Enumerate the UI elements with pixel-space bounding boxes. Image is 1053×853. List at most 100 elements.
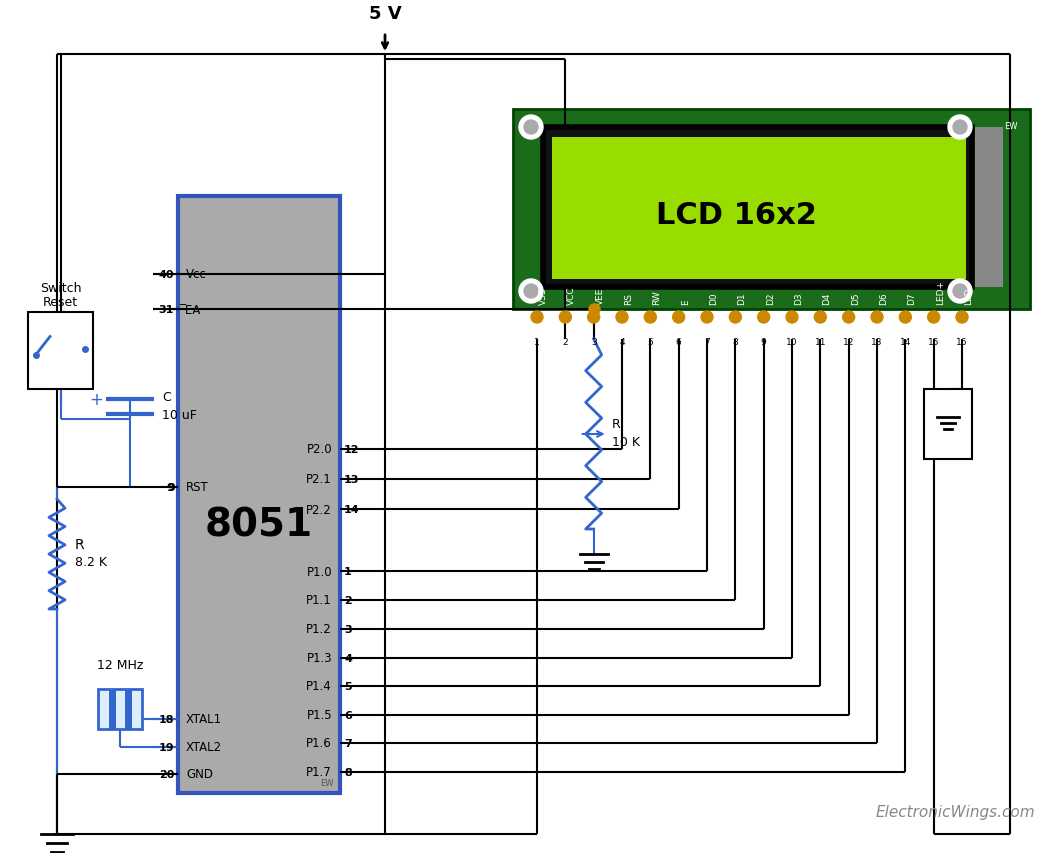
Text: 12 MHz: 12 MHz bbox=[97, 659, 143, 671]
Text: 20: 20 bbox=[159, 769, 174, 779]
Text: 7: 7 bbox=[344, 738, 352, 748]
Text: D0: D0 bbox=[709, 292, 718, 305]
Text: D7: D7 bbox=[908, 292, 916, 305]
Text: 9: 9 bbox=[167, 483, 175, 492]
Text: 18: 18 bbox=[159, 714, 174, 724]
Text: 6: 6 bbox=[676, 338, 681, 346]
Text: EW: EW bbox=[320, 778, 334, 787]
Text: D1: D1 bbox=[737, 292, 747, 305]
Text: 12: 12 bbox=[843, 338, 854, 346]
Bar bbox=[923, 390, 972, 460]
Text: LED+: LED+ bbox=[936, 280, 945, 305]
Text: 6: 6 bbox=[344, 711, 352, 720]
Circle shape bbox=[842, 311, 855, 323]
Text: 8: 8 bbox=[344, 767, 352, 777]
Text: 19: 19 bbox=[158, 742, 174, 752]
Text: 11: 11 bbox=[815, 338, 827, 346]
Text: 13: 13 bbox=[871, 338, 882, 346]
Text: R: R bbox=[75, 537, 84, 551]
Circle shape bbox=[956, 311, 968, 323]
Text: Vcc: Vcc bbox=[186, 268, 206, 281]
Circle shape bbox=[673, 311, 684, 323]
Circle shape bbox=[519, 116, 543, 140]
Text: 2: 2 bbox=[344, 595, 352, 606]
Text: 10 K: 10 K bbox=[612, 436, 639, 449]
Text: E: E bbox=[680, 299, 690, 305]
Text: 1: 1 bbox=[344, 566, 352, 577]
Text: 9: 9 bbox=[166, 483, 174, 492]
Text: P1.4: P1.4 bbox=[306, 680, 332, 693]
Bar bbox=[975, 128, 1004, 287]
Text: 8.2 K: 8.2 K bbox=[75, 556, 107, 569]
Text: 1: 1 bbox=[534, 338, 540, 346]
Text: LED-: LED- bbox=[963, 284, 973, 305]
Text: P1.2: P1.2 bbox=[306, 623, 332, 635]
Text: 10: 10 bbox=[787, 338, 798, 346]
Circle shape bbox=[899, 311, 911, 323]
Text: 8: 8 bbox=[733, 338, 738, 346]
Text: D5: D5 bbox=[851, 292, 859, 305]
Text: P1.7: P1.7 bbox=[306, 766, 332, 779]
Text: C: C bbox=[162, 391, 171, 403]
Circle shape bbox=[871, 311, 883, 323]
Text: EW: EW bbox=[1005, 122, 1018, 131]
Bar bbox=[28, 313, 93, 390]
Text: 7: 7 bbox=[704, 338, 710, 346]
Text: D2: D2 bbox=[766, 293, 775, 305]
Text: 8051: 8051 bbox=[205, 506, 313, 544]
Text: ElectronicWings.com: ElectronicWings.com bbox=[875, 804, 1035, 819]
Text: Reset: Reset bbox=[43, 296, 78, 309]
Circle shape bbox=[524, 285, 538, 299]
Circle shape bbox=[588, 311, 599, 323]
Text: 5: 5 bbox=[344, 682, 352, 691]
Text: +: + bbox=[90, 391, 103, 409]
Text: P1.5: P1.5 bbox=[306, 709, 332, 722]
Circle shape bbox=[948, 280, 972, 304]
Text: 2: 2 bbox=[562, 338, 569, 346]
Circle shape bbox=[758, 311, 770, 323]
Text: P1.1: P1.1 bbox=[306, 594, 332, 606]
Bar bbox=[98, 689, 142, 729]
Text: VEE: VEE bbox=[596, 287, 604, 305]
Text: 5: 5 bbox=[648, 338, 653, 346]
Text: RS: RS bbox=[624, 293, 633, 305]
Text: Switch: Switch bbox=[40, 281, 81, 294]
Circle shape bbox=[531, 311, 543, 323]
Text: LCD 16x2: LCD 16x2 bbox=[656, 200, 817, 229]
Text: VCC: VCC bbox=[568, 286, 576, 305]
Bar bbox=[513, 110, 1030, 310]
Text: 10 uF: 10 uF bbox=[162, 409, 197, 421]
Text: 40: 40 bbox=[159, 270, 174, 280]
Text: 4: 4 bbox=[344, 653, 352, 664]
Bar bbox=[552, 138, 966, 280]
Text: P1.3: P1.3 bbox=[306, 652, 332, 664]
Circle shape bbox=[644, 311, 656, 323]
Circle shape bbox=[953, 121, 967, 135]
Text: GND: GND bbox=[186, 768, 213, 780]
Circle shape bbox=[559, 311, 572, 323]
Circle shape bbox=[814, 311, 827, 323]
Text: 9: 9 bbox=[760, 338, 767, 346]
Text: 13: 13 bbox=[344, 474, 359, 485]
Text: 14: 14 bbox=[344, 504, 360, 514]
Circle shape bbox=[786, 311, 798, 323]
Text: P2.0: P2.0 bbox=[306, 443, 332, 456]
Circle shape bbox=[616, 311, 628, 323]
Circle shape bbox=[730, 311, 741, 323]
Text: XTAL2: XTAL2 bbox=[186, 740, 222, 753]
Text: P1.6: P1.6 bbox=[306, 737, 332, 750]
Text: 15: 15 bbox=[928, 338, 939, 346]
Text: P1.0: P1.0 bbox=[306, 565, 332, 577]
Text: P2.1: P2.1 bbox=[306, 473, 332, 486]
Text: 3: 3 bbox=[344, 624, 352, 635]
Circle shape bbox=[519, 280, 543, 304]
Text: RW: RW bbox=[652, 290, 661, 305]
Text: VSS: VSS bbox=[539, 287, 548, 305]
Text: 31: 31 bbox=[159, 305, 174, 315]
Bar bbox=[543, 128, 972, 287]
Text: R: R bbox=[612, 418, 620, 431]
Text: P2.2: P2.2 bbox=[306, 503, 332, 516]
Bar bbox=[178, 197, 340, 793]
Text: 14: 14 bbox=[899, 338, 911, 346]
Text: D3: D3 bbox=[794, 292, 803, 305]
